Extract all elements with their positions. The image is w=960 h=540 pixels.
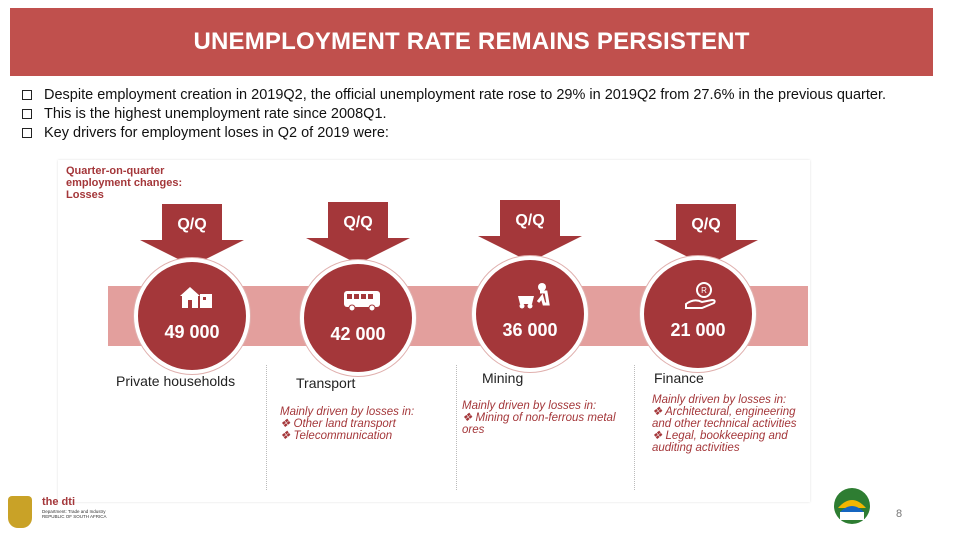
detail-heading: Mainly driven by losses in: xyxy=(652,394,787,406)
detail-item: ❖ Architectural, engineering and other t… xyxy=(652,406,797,430)
sector-circle: R 21 000 xyxy=(640,256,756,372)
detail-heading: Mainly driven by losses in: xyxy=(462,400,597,412)
detail-item: ❖ Mining of non-ferrous metal ores xyxy=(462,412,616,436)
bullet-item: Despite employment creation in 2019Q2, t… xyxy=(20,86,935,105)
sector-value: 21 000 xyxy=(670,320,726,340)
qq-label: Q/Q xyxy=(177,216,207,233)
transport-detail: Mainly driven by losses in: ❖ Other land… xyxy=(280,406,450,442)
header-line: Quarter-on-quarter xyxy=(66,165,165,177)
sector-name: Transport xyxy=(296,375,356,391)
sector-circle: 42 000 xyxy=(300,260,416,376)
miner-icon xyxy=(518,283,550,309)
detail-text: Other land transport xyxy=(293,418,396,430)
qq-arrow: Q/Q xyxy=(654,204,758,266)
detail-item: ❖ Telecommunication xyxy=(280,430,393,442)
divider xyxy=(634,365,635,490)
title-bar: UNEMPLOYMENT RATE REMAINS PERSISTENT xyxy=(10,8,933,76)
detail-text: Telecommunication xyxy=(293,430,393,442)
checkbox-bullet-icon xyxy=(22,128,32,138)
qq-label: Q/Q xyxy=(515,212,545,229)
checkbox-bullet-icon xyxy=(22,109,32,119)
header-line: employment changes: xyxy=(66,177,183,189)
bullet-item: Key drivers for employment loses in Q2 o… xyxy=(20,124,935,143)
qq-arrow: Q/Q xyxy=(140,204,244,266)
sector-name: Finance xyxy=(654,370,704,386)
qq-arrow: Q/Q xyxy=(306,202,410,264)
sector-value: 36 000 xyxy=(502,320,558,340)
logo-subtitle: Department: Trade and Industry REPUBLIC … xyxy=(42,509,107,519)
coat-of-arms-icon xyxy=(8,496,32,528)
divider xyxy=(266,365,267,490)
infographic-header: Quarter-on-quarter employment changes: L… xyxy=(66,165,226,201)
house-icon xyxy=(180,287,212,308)
bullet-text: Key drivers for employment loses in Q2 o… xyxy=(44,125,389,141)
page-number: 8 xyxy=(896,508,903,520)
sector-name: Private households xyxy=(116,373,236,389)
bullet-text: This is the highest unemployment rate si… xyxy=(44,106,387,122)
sector-name: Mining xyxy=(482,370,524,386)
logo-brand: the dti xyxy=(42,496,75,508)
bullet-item: This is the highest unemployment rate si… xyxy=(20,105,935,124)
svg-text:R: R xyxy=(701,286,707,295)
slide-title: UNEMPLOYMENT RATE REMAINS PERSISTENT xyxy=(193,28,750,55)
bullet-text: Despite employment creation in 2019Q2, t… xyxy=(44,87,887,103)
ndp-logo-icon xyxy=(834,488,870,524)
checkbox-bullet-icon xyxy=(22,90,32,100)
detail-item: ❖ Legal, bookkeeping and auditing activi… xyxy=(652,430,788,454)
detail-heading: Mainly driven by losses in: xyxy=(280,406,415,418)
detail-item: ❖ Other land transport xyxy=(280,418,396,430)
qq-arrow: Q/Q xyxy=(478,200,582,262)
divider xyxy=(456,365,457,490)
qq-label: Q/Q xyxy=(343,214,373,231)
dti-logo: the dti Department: Trade and Industry R… xyxy=(8,492,118,534)
header-line: Losses xyxy=(66,189,104,201)
detail-text: Mining of non-ferrous metal ores xyxy=(462,412,616,436)
mining-detail: Mainly driven by losses in: ❖ Mining of … xyxy=(462,400,630,436)
employment-losses-infographic: Quarter-on-quarter employment changes: L… xyxy=(58,160,810,502)
sector-value: 49 000 xyxy=(164,322,220,342)
qq-label: Q/Q xyxy=(691,216,721,233)
detail-text: Legal, bookkeeping and auditing activiti… xyxy=(652,430,788,454)
bus-icon xyxy=(344,291,380,312)
sector-circle: 49 000 xyxy=(134,258,250,374)
finance-detail: Mainly driven by losses in: ❖ Architectu… xyxy=(652,394,802,454)
sector-circle: 36 000 xyxy=(472,256,588,372)
bullet-list: Despite employment creation in 2019Q2, t… xyxy=(20,86,935,143)
money-hand-icon: R xyxy=(685,282,716,309)
detail-text: Architectural, engineering and other tec… xyxy=(652,406,797,430)
sector-value: 42 000 xyxy=(330,324,386,344)
